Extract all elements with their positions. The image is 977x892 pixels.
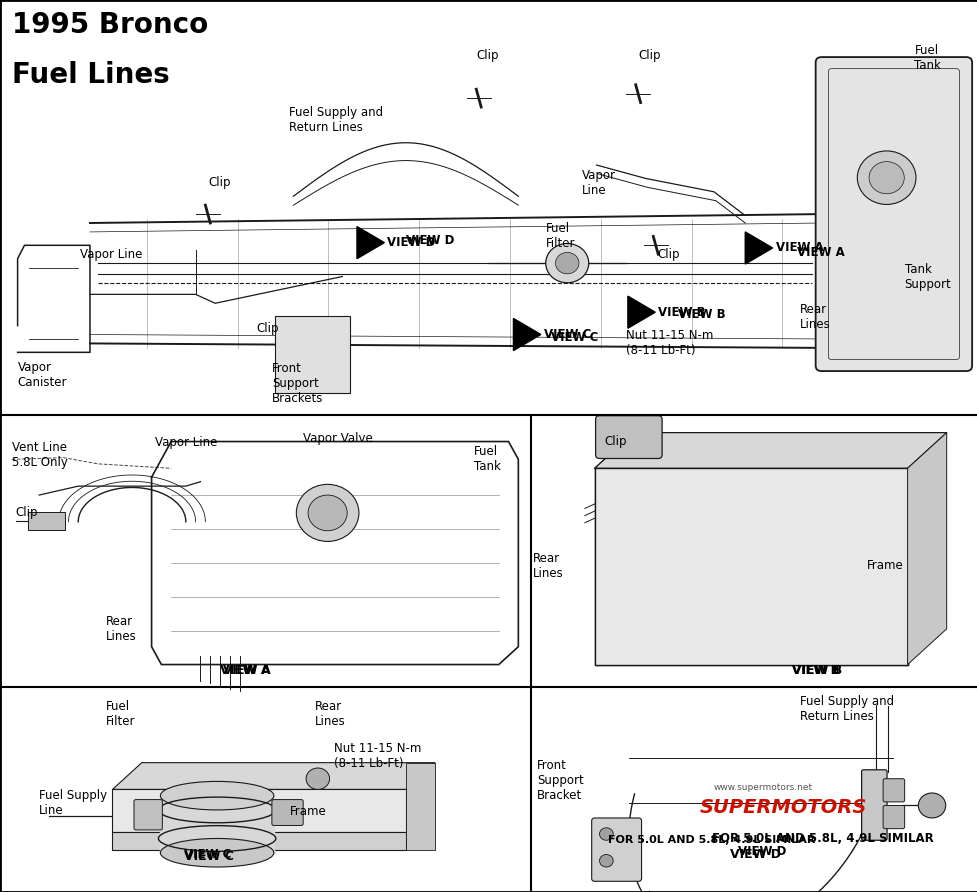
Polygon shape (112, 763, 435, 789)
Text: Fuel
Tank: Fuel Tank (913, 44, 940, 72)
Text: Rear
Lines: Rear Lines (799, 302, 829, 331)
Ellipse shape (160, 838, 274, 867)
Text: www.supermotors.net: www.supermotors.net (713, 783, 812, 792)
Polygon shape (594, 433, 946, 468)
Text: Nut 11-15 N-m
(8-11 Lb-Ft): Nut 11-15 N-m (8-11 Lb-Ft) (625, 329, 712, 358)
Text: VIEW B: VIEW B (658, 306, 705, 318)
Text: Tank
Support: Tank Support (904, 262, 951, 291)
Polygon shape (627, 296, 655, 328)
Polygon shape (357, 227, 384, 259)
Text: Fuel Lines: Fuel Lines (12, 61, 169, 88)
Text: VIEW A: VIEW A (796, 246, 844, 259)
Text: VIEW D: VIEW D (405, 235, 453, 247)
Polygon shape (405, 763, 435, 850)
Text: Fuel
Filter: Fuel Filter (545, 222, 574, 251)
FancyBboxPatch shape (591, 818, 641, 881)
Text: Clip: Clip (208, 177, 231, 189)
Circle shape (296, 484, 359, 541)
Text: VIEW A: VIEW A (775, 242, 823, 254)
Text: VIEW C: VIEW C (184, 848, 231, 861)
Text: VIEW B: VIEW B (791, 665, 841, 677)
Text: Clip: Clip (476, 49, 498, 62)
Polygon shape (160, 796, 274, 853)
Circle shape (599, 855, 613, 867)
Text: VIEW A: VIEW A (220, 665, 271, 677)
Text: VIEW D: VIEW D (738, 846, 786, 858)
Circle shape (555, 252, 578, 274)
FancyBboxPatch shape (272, 799, 303, 825)
Text: Clip: Clip (256, 322, 278, 334)
Text: FOR 5.0L AND 5.8L, 4.9L SIMILAR: FOR 5.0L AND 5.8L, 4.9L SIMILAR (711, 832, 933, 845)
Circle shape (306, 768, 329, 789)
Polygon shape (513, 318, 540, 351)
Text: FOR 5.0L AND 5.8L, 4.9L SIMILAR: FOR 5.0L AND 5.8L, 4.9L SIMILAR (608, 835, 815, 846)
Text: VIEW C: VIEW C (543, 328, 590, 341)
FancyBboxPatch shape (882, 779, 904, 802)
FancyBboxPatch shape (595, 416, 661, 458)
Circle shape (869, 161, 904, 194)
Text: Vapor Line: Vapor Line (154, 436, 217, 449)
FancyBboxPatch shape (882, 805, 904, 829)
Text: VIEW C: VIEW C (550, 331, 597, 343)
Text: Fuel Supply
Line: Fuel Supply Line (39, 789, 107, 817)
Text: Rear
Lines: Rear Lines (315, 699, 345, 728)
Text: Rear
Lines: Rear Lines (106, 615, 136, 643)
Text: Frame: Frame (866, 559, 903, 572)
Text: Frame: Frame (289, 805, 326, 818)
Text: Clip: Clip (604, 435, 626, 448)
Text: VIEW B: VIEW B (791, 665, 839, 677)
FancyBboxPatch shape (861, 770, 886, 840)
Text: Fuel Supply and
Return Lines: Fuel Supply and Return Lines (288, 106, 382, 135)
FancyBboxPatch shape (28, 512, 64, 530)
Text: Vapor Valve: Vapor Valve (303, 433, 372, 445)
FancyBboxPatch shape (275, 316, 350, 393)
Circle shape (857, 151, 915, 204)
Text: VIEW C: VIEW C (184, 850, 234, 863)
Text: 1995 Bronco: 1995 Bronco (12, 11, 208, 38)
Circle shape (308, 495, 347, 531)
Text: Vapor Line: Vapor Line (80, 248, 143, 260)
Text: VIEW D: VIEW D (387, 236, 435, 249)
FancyBboxPatch shape (134, 799, 162, 830)
Circle shape (599, 828, 613, 840)
Text: Clip: Clip (638, 49, 660, 62)
Ellipse shape (160, 781, 274, 810)
Text: SUPERMOTORS: SUPERMOTORS (699, 798, 866, 817)
Text: Clip: Clip (657, 248, 679, 260)
Text: Front
Support
Bracket: Front Support Bracket (536, 759, 583, 802)
Text: VIEW A: VIEW A (223, 665, 271, 677)
Text: Fuel
Tank: Fuel Tank (474, 445, 500, 474)
Text: Vent Line
5.8L Only: Vent Line 5.8L Only (12, 441, 67, 469)
Polygon shape (112, 789, 405, 832)
Text: Clip: Clip (16, 506, 38, 518)
Text: Rear
Lines: Rear Lines (532, 551, 563, 580)
Polygon shape (112, 832, 405, 850)
Circle shape (545, 244, 588, 283)
Polygon shape (744, 232, 772, 264)
Text: Front
Support
Brackets: Front Support Brackets (272, 362, 323, 405)
Text: VIEW D: VIEW D (730, 848, 781, 861)
Text: Vapor
Line: Vapor Line (581, 169, 616, 197)
Polygon shape (907, 433, 946, 665)
Text: Nut 11-15 N-m
(8-11 Lb-Ft): Nut 11-15 N-m (8-11 Lb-Ft) (334, 742, 421, 771)
Polygon shape (594, 468, 907, 665)
Circle shape (917, 793, 945, 818)
Text: Fuel
Filter: Fuel Filter (106, 699, 135, 728)
Text: Fuel Supply and
Return Lines: Fuel Supply and Return Lines (799, 695, 893, 723)
Text: Vapor
Canister: Vapor Canister (18, 360, 67, 389)
FancyBboxPatch shape (815, 57, 971, 371)
Text: VIEW B: VIEW B (677, 309, 725, 321)
